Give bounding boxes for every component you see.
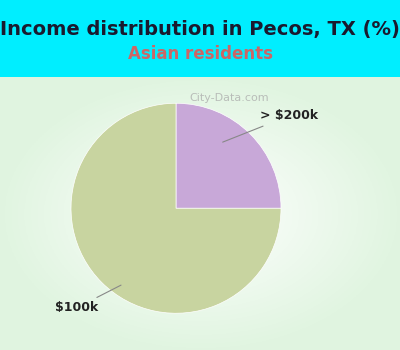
- Wedge shape: [71, 103, 281, 313]
- Text: Income distribution in Pecos, TX (%): Income distribution in Pecos, TX (%): [0, 20, 400, 39]
- Text: Asian residents: Asian residents: [128, 45, 272, 63]
- Wedge shape: [176, 103, 281, 208]
- Text: > $200k: > $200k: [223, 109, 318, 142]
- Text: $100k: $100k: [55, 285, 121, 315]
- Text: City-Data.com: City-Data.com: [189, 93, 269, 103]
